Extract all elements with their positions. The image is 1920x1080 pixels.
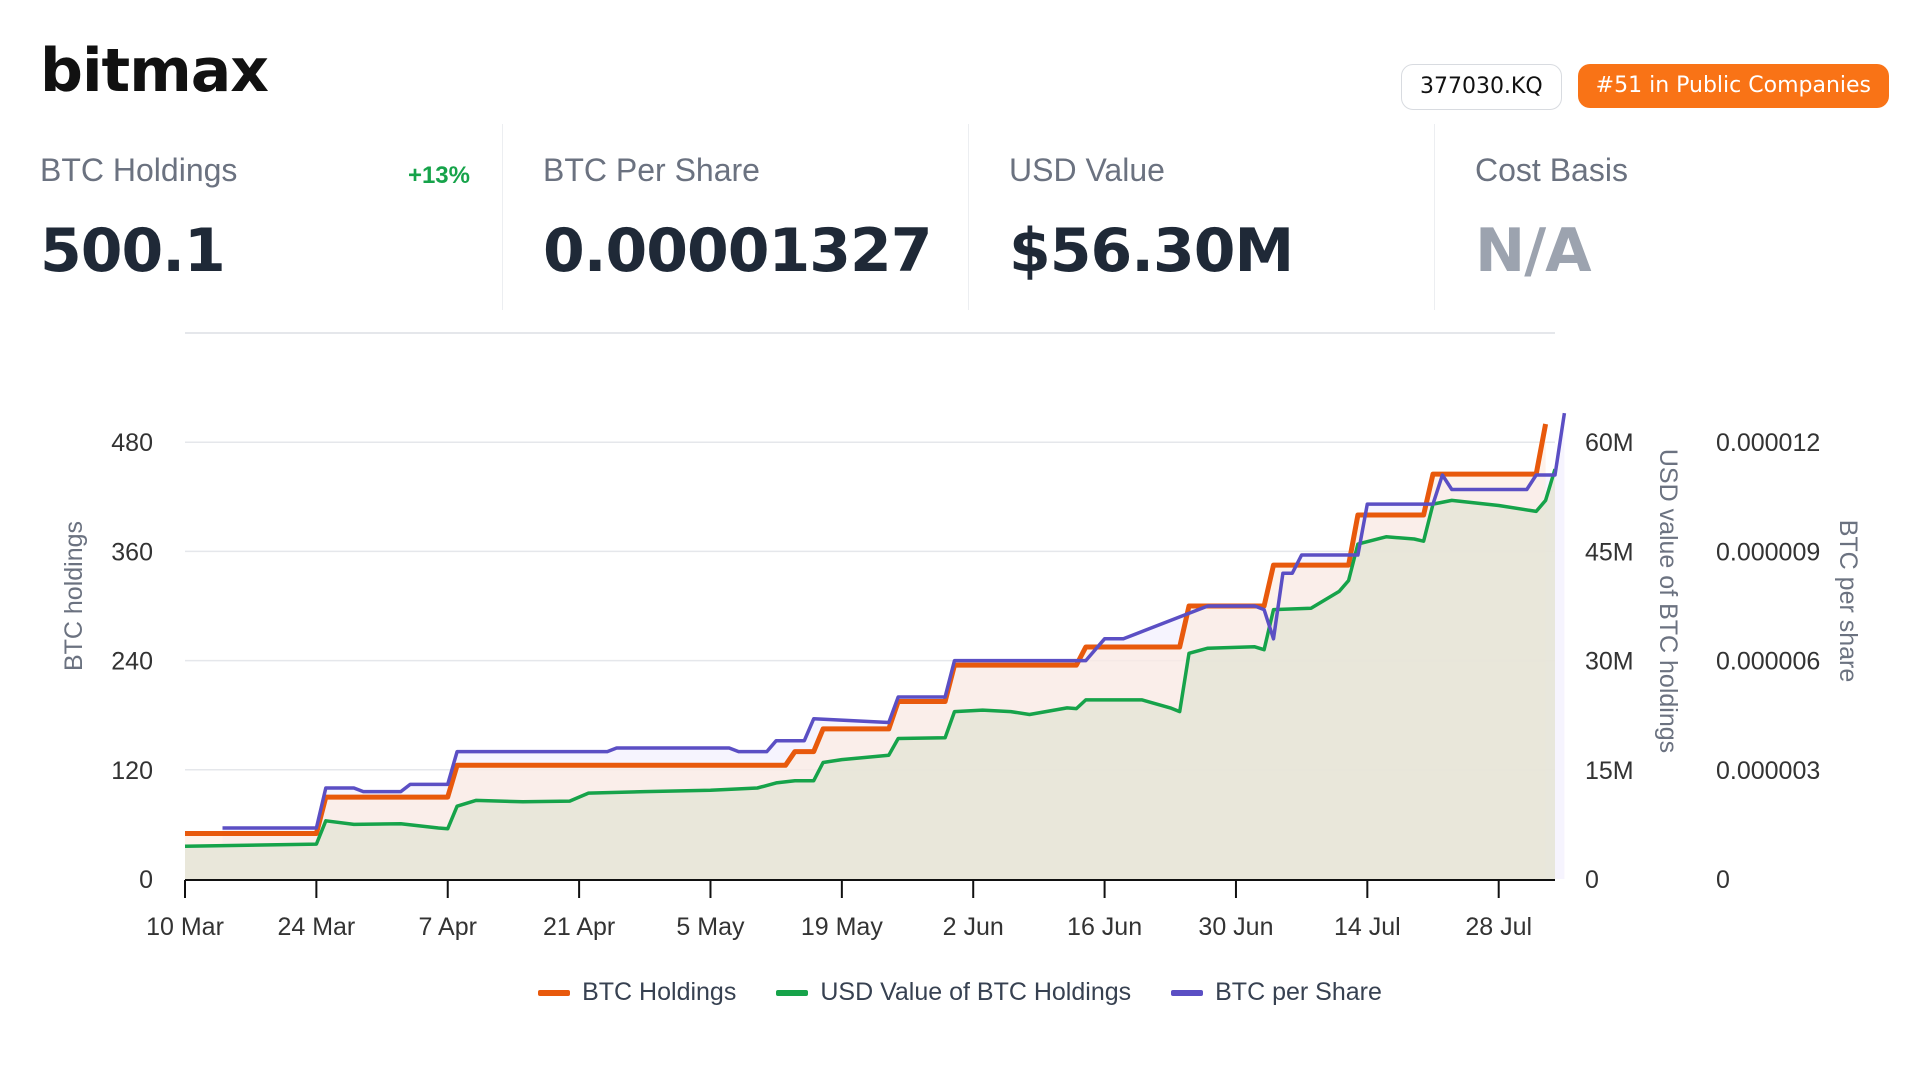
y-left-tick-label: 480 (111, 429, 153, 457)
y-right-tick-label: 30M (1585, 648, 1634, 676)
y-right-tick-label: 15M (1585, 757, 1634, 785)
stat-btc-per-share: BTC Per Share 0.00001327 (502, 124, 969, 310)
y-right-axis-title: USD value of BTC holdings (1654, 449, 1682, 753)
header-badges: 377030.KQ #51 in Public Companies (1400, 64, 1889, 110)
x-tick-label: 24 Mar (277, 913, 355, 941)
stat-label: BTC Holdings (40, 152, 238, 188)
y-left-tick-label: 360 (111, 538, 153, 566)
series-line (184, 468, 1557, 848)
y-right2-tick-label: 0.000009 (1716, 538, 1820, 566)
y-right2-tick-label: 0.000006 (1716, 648, 1820, 676)
stat-usd-value: USD Value $56.30M (968, 124, 1435, 310)
stat-value: 0.00001327 (543, 216, 933, 286)
y-right2-axis-title: BTC per share (1834, 520, 1862, 683)
ticker-badge[interactable]: 377030.KQ (1400, 64, 1562, 110)
x-tick-label: 14 Jul (1334, 913, 1401, 941)
stat-btc-holdings: BTC Holdings +13% 500.1 (0, 124, 502, 310)
y-left-axis-title: BTC holdings (60, 521, 88, 671)
legend-label: BTC Holdings (582, 978, 737, 1006)
legend-item-per-share[interactable]: BTC per Share (1171, 978, 1382, 1007)
stat-label: USD Value (1009, 152, 1165, 188)
rank-badge[interactable]: #51 in Public Companies (1577, 64, 1889, 108)
stat-label: BTC Per Share (543, 152, 760, 188)
legend-swatch (538, 989, 571, 996)
legend-swatch (776, 989, 809, 996)
y-left-tick-label: 0 (139, 866, 153, 894)
legend-label: BTC per Share (1215, 978, 1382, 1006)
stat-delta: +13% (407, 162, 470, 189)
stat-label: Cost Basis (1475, 152, 1628, 188)
stat-value: 500.1 (40, 216, 226, 286)
legend-label: USD Value of BTC Holdings (820, 978, 1132, 1006)
stat-value: $56.30M (1009, 216, 1294, 286)
y-right-tick-label: 45M (1585, 538, 1634, 566)
stat-value: N/A (1475, 216, 1592, 286)
x-tick-label: 21 Apr (543, 913, 615, 941)
btc-holdings-chart[interactable]: 10 Mar 24 Mar 7 Apr 21 Apr 5 May 19 May 2 Jun 1… (0, 310, 1920, 970)
y-right-tick-label: 0 (1585, 866, 1599, 894)
legend-swatch (1171, 989, 1204, 996)
x-tick-label: 5 May (676, 913, 745, 941)
legend-item-usd[interactable]: USD Value of BTC Holdings (776, 978, 1131, 1007)
company-name: bitmax (40, 36, 269, 106)
y-right-tick-label: 60M (1585, 429, 1634, 457)
chart-legend: BTC Holdings USD Value of BTC Holdings B… (0, 978, 1920, 1007)
stats-row: BTC Holdings +13% 500.1 BTC Per Share 0.… (0, 124, 1920, 310)
y-right2-tick-label: 0 (1716, 866, 1730, 894)
y-left-tick-label: 240 (111, 648, 153, 676)
y-right2-tick-label: 0.000003 (1716, 757, 1820, 785)
x-tick-label: 7 Apr (419, 913, 477, 941)
x-tick-label: 30 Jun (1198, 913, 1273, 941)
series-area (185, 469, 1555, 879)
stat-cost-basis: Cost Basis N/A (1434, 124, 1920, 310)
x-tick-label: 28 Jul (1465, 913, 1532, 941)
x-tick-label: 2 Jun (943, 913, 1004, 941)
y-left-tick-label: 120 (111, 757, 153, 785)
x-tick-label: 19 May (801, 913, 883, 941)
series-line (222, 412, 1567, 830)
legend-item-holdings[interactable]: BTC Holdings (538, 978, 736, 1007)
y-right2-tick-label: 0.000012 (1716, 429, 1820, 457)
x-tick-label: 10 Mar (146, 913, 224, 941)
x-tick-label: 16 Jun (1067, 913, 1142, 941)
